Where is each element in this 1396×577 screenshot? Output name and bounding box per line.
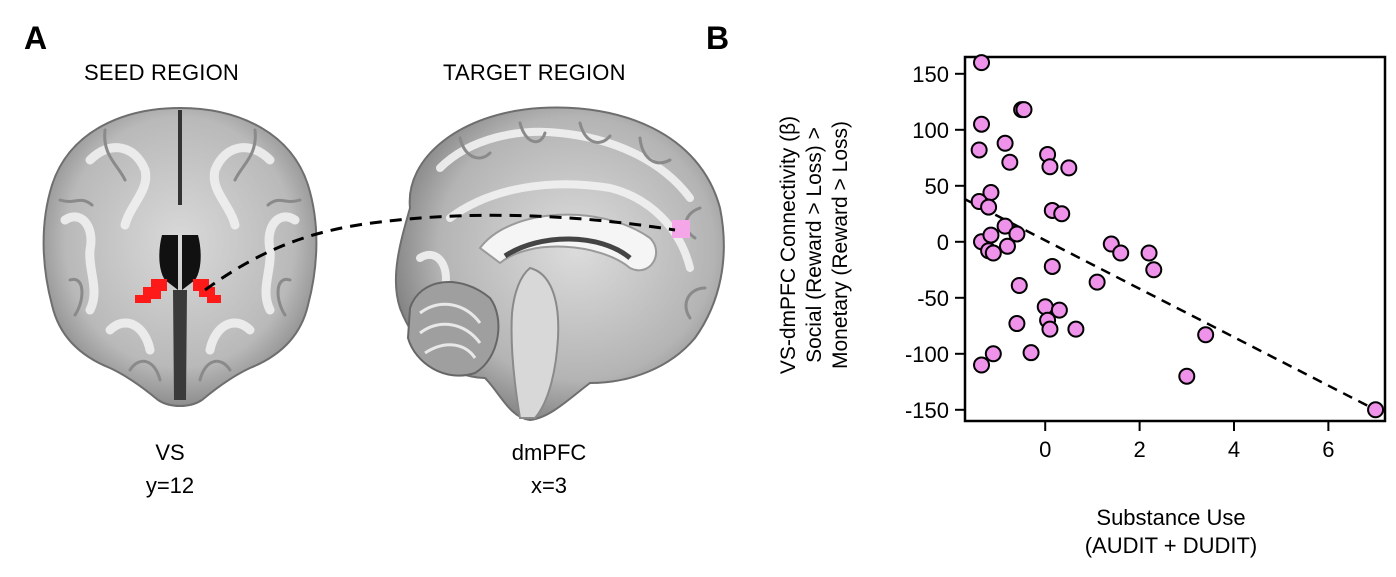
data-point: [1145, 261, 1163, 279]
y-tick-label: 0: [937, 230, 949, 255]
data-point: [1043, 257, 1061, 275]
data-point: [1088, 273, 1106, 291]
data-point: [1067, 320, 1085, 338]
data-point: [973, 356, 991, 374]
x-tick-label: 2: [1133, 437, 1145, 462]
x-tick-label: 4: [1228, 437, 1240, 462]
x-axis-label-line1: Substance Use: [1096, 505, 1245, 530]
y-tick-label: -100: [905, 342, 949, 367]
data-point: [996, 217, 1014, 235]
data-point: [1008, 225, 1026, 243]
y-axis-label: VS-dmPFC Connectivity (β) Social (Reward…: [777, 116, 852, 374]
coronal-brain-slice: [42, 106, 318, 407]
seed-coordinate: y=12: [145, 473, 195, 498]
plot-frame: [963, 55, 1387, 423]
panel-b-label: B: [706, 20, 730, 56]
data-point: [1036, 298, 1054, 316]
seed-region-title: SEED REGION: [84, 60, 240, 85]
data-point: [1367, 401, 1385, 419]
target-region-name: dmPFC: [511, 440, 587, 465]
data-point: [973, 54, 991, 72]
data-point: [1015, 101, 1033, 119]
data-point: [1112, 244, 1130, 262]
data-point: [1053, 205, 1071, 223]
y-tick-label: -150: [905, 398, 949, 423]
data-point: [1008, 315, 1026, 333]
target-coordinate: x=3: [530, 473, 568, 498]
data-point: [984, 345, 1002, 363]
y-axis-label-line2: Social (Reward > Loss) >: [803, 127, 826, 363]
data-point: [1001, 153, 1019, 171]
data-point: [982, 226, 1000, 244]
vs-seed-roi: [135, 279, 221, 303]
data-point: [1197, 326, 1215, 344]
data-point: [973, 115, 991, 133]
data-point: [1140, 244, 1158, 262]
y-axis-label-line1: VS-dmPFC Connectivity (β): [777, 116, 800, 374]
sagittal-brain-slice: [394, 106, 725, 422]
y-tick-label: 150: [912, 62, 949, 87]
panel-a-label: A: [24, 20, 48, 56]
connectivity-dashed-line: [204, 213, 676, 292]
data-point: [1041, 320, 1059, 338]
data-point: [1178, 367, 1196, 385]
x-tick-label: 0: [1039, 437, 1051, 462]
y-axis-label-line3: Monetary (Reward > Loss): [829, 121, 852, 369]
data-point: [970, 141, 988, 159]
data-point: [1022, 344, 1040, 362]
y-tick-label: -50: [917, 286, 949, 311]
y-tick-label: 50: [925, 174, 949, 199]
data-point: [996, 134, 1014, 152]
dmpfc-target-roi: [672, 220, 690, 238]
x-axis-label-line2: (AUDIT + DUDIT): [1085, 533, 1258, 558]
trend-line: [964, 198, 1377, 411]
data-point: [1010, 276, 1028, 294]
data-point: [980, 198, 998, 216]
data-point: [1041, 158, 1059, 176]
seed-region-name: VS: [155, 440, 185, 465]
y-tick-label: 100: [912, 118, 949, 143]
target-region-title: TARGET REGION: [443, 60, 626, 85]
data-point: [1060, 159, 1078, 177]
x-tick-label: 6: [1322, 437, 1334, 462]
data-point: [984, 244, 1002, 262]
data-point: [1050, 301, 1068, 319]
data-point: [998, 237, 1016, 255]
